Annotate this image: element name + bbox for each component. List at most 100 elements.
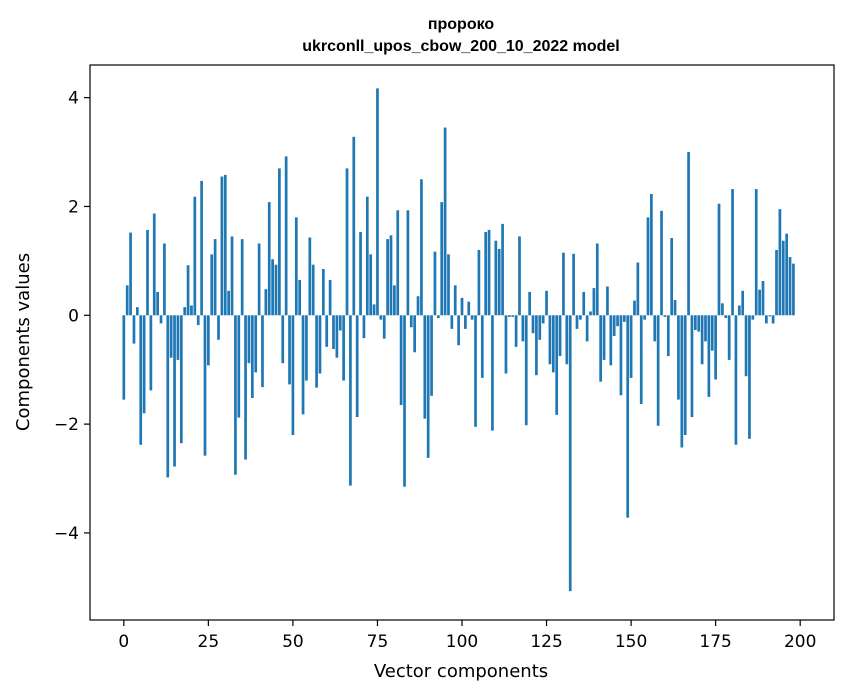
bar — [653, 315, 657, 342]
bar — [301, 315, 305, 415]
bar — [474, 315, 477, 427]
bar — [436, 315, 440, 319]
bar — [629, 315, 633, 378]
bar — [687, 152, 690, 316]
bar — [220, 176, 224, 316]
bar — [250, 315, 254, 398]
y-axis-label: Components values — [13, 253, 34, 431]
x-tick-label: 150 — [615, 632, 647, 652]
bar — [227, 290, 231, 316]
bar — [257, 243, 261, 316]
bar — [487, 229, 491, 316]
bar — [548, 315, 552, 365]
bar — [765, 315, 768, 324]
bar — [338, 315, 342, 331]
bar — [146, 229, 149, 316]
bar — [579, 315, 582, 320]
bar — [619, 315, 623, 396]
bar — [166, 315, 170, 478]
x-tick-label: 75 — [367, 632, 389, 652]
bar — [291, 315, 295, 435]
bar — [315, 315, 318, 388]
bar — [430, 315, 433, 396]
bar — [237, 315, 241, 418]
bar — [196, 315, 200, 326]
bar — [278, 168, 281, 316]
bar — [376, 88, 379, 316]
bar — [700, 315, 704, 365]
bar — [311, 264, 315, 316]
y-axis: −4 −2 0 2 4 — [54, 89, 90, 544]
bar — [460, 297, 464, 316]
bar — [321, 269, 325, 316]
bar — [609, 315, 613, 366]
bar — [156, 291, 159, 316]
bar — [193, 196, 197, 316]
bar — [781, 240, 785, 316]
bar — [562, 252, 565, 316]
bar — [234, 315, 237, 475]
x-tick-label: 175 — [699, 632, 731, 652]
bar — [663, 315, 667, 317]
bar — [281, 315, 285, 364]
bar — [207, 315, 210, 366]
bar — [589, 311, 592, 316]
bar — [332, 315, 335, 350]
bar — [125, 285, 129, 316]
bar — [223, 174, 227, 316]
bar — [159, 315, 163, 324]
bar — [690, 315, 694, 418]
bar — [173, 315, 176, 467]
bar — [210, 254, 214, 316]
x-axis-label: Vector components — [374, 661, 548, 682]
bar — [267, 202, 271, 316]
y-tick-label: 0 — [68, 306, 79, 326]
bar — [541, 315, 545, 324]
bar — [457, 315, 460, 346]
bar — [744, 315, 748, 377]
bar — [447, 254, 450, 316]
bar — [660, 210, 663, 316]
bar — [464, 315, 467, 329]
chart-subtitle: ukrconll_upos_cbow_200_10_2022 model — [302, 38, 619, 55]
bar — [426, 315, 430, 458]
bar — [369, 254, 373, 316]
bar — [582, 291, 586, 316]
bar — [355, 315, 359, 418]
bar — [406, 210, 410, 316]
bar — [697, 315, 701, 332]
bar — [413, 315, 417, 353]
bar — [639, 315, 643, 404]
y-tick-label: 4 — [68, 89, 79, 109]
bar — [416, 296, 420, 316]
bar — [565, 315, 569, 365]
bar — [633, 300, 636, 316]
bar — [480, 315, 484, 378]
bar — [528, 291, 531, 316]
bar — [491, 315, 494, 431]
bar — [636, 262, 640, 316]
bar — [792, 263, 795, 316]
bar — [646, 217, 650, 316]
bar — [650, 193, 653, 316]
x-tick-label: 200 — [784, 632, 816, 652]
bar — [673, 300, 677, 316]
bar — [152, 213, 156, 316]
bar — [497, 248, 501, 316]
x-axis: 0 25 50 75 100 125 150 175 200 — [118, 620, 816, 652]
bar — [721, 303, 724, 316]
bar — [203, 315, 207, 456]
bar — [585, 315, 589, 342]
x-tick-label: 0 — [118, 632, 129, 652]
bar — [298, 279, 302, 316]
bar — [727, 315, 731, 360]
bar — [535, 315, 538, 376]
bar — [538, 315, 542, 340]
bar — [393, 285, 396, 316]
bar — [433, 251, 437, 316]
bar — [710, 315, 714, 351]
bar — [568, 315, 572, 592]
bar — [349, 315, 352, 486]
bar — [616, 315, 619, 327]
